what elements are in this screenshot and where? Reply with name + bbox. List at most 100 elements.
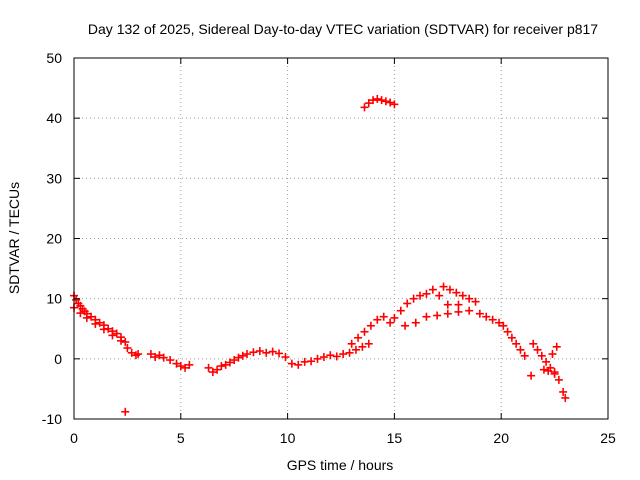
- data-point: [243, 350, 252, 359]
- data-point: [112, 329, 121, 338]
- data-point: [507, 333, 516, 342]
- data-point: [249, 348, 258, 357]
- y-tick-label: 10: [46, 291, 62, 307]
- data-point: [552, 342, 561, 351]
- data-point: [230, 356, 239, 365]
- data-point: [488, 315, 497, 324]
- data-point: [255, 347, 264, 356]
- x-tick-label: 10: [280, 430, 296, 446]
- data-point: [319, 353, 328, 362]
- x-tick-label: 5: [177, 430, 185, 446]
- data-point: [561, 393, 570, 402]
- data-point: [499, 321, 508, 330]
- data-point: [537, 351, 546, 360]
- data-point: [116, 336, 125, 345]
- data-point: [433, 311, 442, 320]
- data-point: [396, 306, 405, 315]
- data-point: [465, 294, 474, 303]
- x-tick-label: 25: [600, 430, 616, 446]
- data-point: [495, 318, 504, 327]
- data-point: [401, 321, 410, 330]
- data-point: [520, 351, 529, 360]
- data-point: [542, 357, 551, 366]
- x-tick-label: 20: [493, 430, 509, 446]
- data-point: [238, 351, 247, 360]
- data-point: [127, 348, 136, 357]
- chart-title: Day 132 of 2025, Sidereal Day-to-day VTE…: [88, 21, 598, 37]
- data-point: [360, 327, 369, 336]
- data-point: [529, 339, 538, 348]
- data-point: [121, 407, 130, 416]
- data-point: [379, 312, 388, 321]
- x-tick-label: 15: [387, 430, 403, 446]
- data-point: [151, 353, 160, 362]
- data-point: [373, 94, 382, 103]
- data-point: [76, 309, 85, 318]
- data-point: [452, 288, 461, 297]
- data-point: [360, 103, 369, 112]
- x-tick-label: 0: [70, 430, 78, 446]
- data-point: [445, 285, 454, 294]
- y-axis-label: SDTVAR / TECUs: [6, 182, 22, 294]
- y-tick-label: 20: [46, 231, 62, 247]
- data-point: [403, 299, 412, 308]
- data-point: [454, 300, 463, 309]
- data-point: [503, 327, 512, 336]
- data-point: [208, 368, 217, 377]
- y-tick-label: 30: [46, 170, 62, 186]
- data-point: [527, 371, 536, 380]
- data-point: [559, 387, 568, 396]
- data-point: [275, 349, 284, 358]
- data-point: [512, 339, 521, 348]
- data-point: [95, 318, 104, 327]
- data-point: [465, 306, 474, 315]
- data-point: [377, 96, 386, 105]
- data-point: [287, 359, 296, 368]
- data-point: [225, 358, 234, 367]
- data-point: [121, 337, 130, 346]
- data-point: [87, 312, 96, 321]
- data-point: [386, 318, 395, 327]
- axis-ticks: 0 5 10 15 20 25 -10 0 10 20 30 40 50: [42, 50, 616, 446]
- data-point: [234, 353, 243, 362]
- data-point: [294, 360, 303, 369]
- data-point: [181, 363, 190, 372]
- data-point: [550, 368, 559, 377]
- data-point: [347, 339, 356, 348]
- data-point: [262, 348, 271, 357]
- data-point: [411, 318, 420, 327]
- y-tick-label: 40: [46, 110, 62, 126]
- data-point: [533, 345, 542, 354]
- data-point: [369, 96, 378, 105]
- data-point: [443, 309, 452, 318]
- data-point: [172, 359, 181, 368]
- data-point: [458, 291, 467, 300]
- data-point: [428, 285, 437, 294]
- data-point: [381, 97, 390, 106]
- data-point: [482, 312, 491, 321]
- y-tick-label: 0: [54, 351, 62, 367]
- data-point: [176, 362, 185, 371]
- data-point: [386, 98, 395, 107]
- data-point: [422, 289, 431, 298]
- data-point: [422, 312, 431, 321]
- data-point: [213, 365, 222, 374]
- data-point: [439, 282, 448, 291]
- data-point: [339, 350, 348, 359]
- data-point: [159, 353, 168, 362]
- data-point: [358, 342, 367, 351]
- data-point: [364, 99, 373, 108]
- data-point: [146, 350, 155, 359]
- plot-frame: [73, 57, 609, 420]
- data-point: [354, 333, 363, 342]
- data-point: [373, 315, 382, 324]
- y-tick-label: -10: [42, 411, 62, 427]
- data-point: [204, 363, 213, 372]
- data-point: [435, 291, 444, 300]
- data-point: [475, 309, 484, 318]
- data-point: [82, 313, 91, 322]
- data-point: [416, 291, 425, 300]
- data-point: [332, 352, 341, 361]
